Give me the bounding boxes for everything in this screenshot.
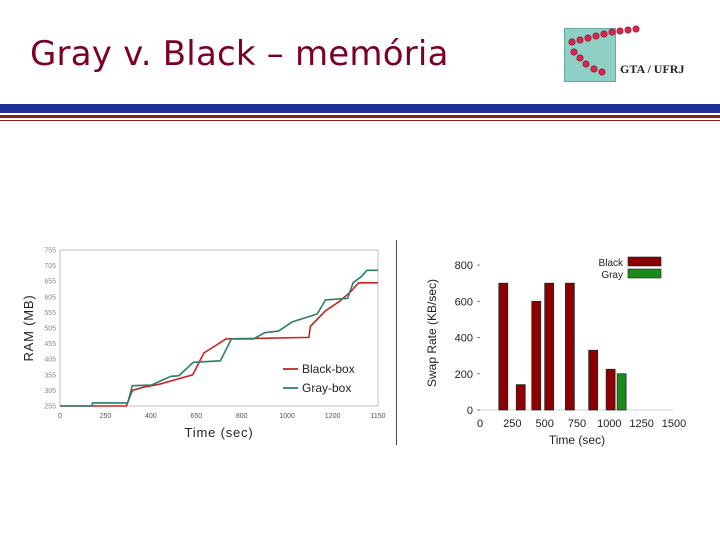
x-tick-label: 0 [477, 418, 483, 430]
y-tick-label: 605 [44, 294, 56, 301]
y-tick-label: 400 [455, 333, 473, 345]
swap-bar-chart: 0 200 400 600 800 0 250 500 750 1000 1250 1500 Time … [425, 256, 686, 447]
x-tick-label: 1500 [662, 418, 686, 430]
header-rule-blue [0, 104, 720, 113]
bar-black [588, 349, 599, 411]
y-tick-label: 455 [44, 341, 56, 348]
gta-ufrj-logo: GTA / UFRJ [558, 22, 688, 84]
chart-divider [396, 240, 397, 445]
bar-black [605, 368, 616, 411]
bar-black [544, 282, 555, 411]
x-tick-label: 1150 [370, 413, 385, 420]
x-tick-label: 650 [190, 413, 202, 420]
y-tick-label: 405 [44, 357, 56, 364]
x-tick-label: 500 [535, 418, 553, 430]
x-tick-label: 250 [100, 413, 112, 420]
logo-text: GTA / UFRJ [620, 62, 685, 76]
bar-black [498, 282, 509, 411]
legend-label-gray: Gray [601, 270, 623, 281]
y-tick-label: 200 [455, 369, 473, 381]
ram-line-chart: 255 305 355 405 455 505 555 605 655 705 755 0 250 400… [21, 248, 386, 441]
x-tick-label: 400 [145, 413, 157, 420]
y-tick-label: 800 [455, 260, 473, 272]
y-tick-label: 555 [44, 310, 56, 317]
x-tick-label: 1250 [629, 418, 653, 430]
logo-dots-icon [568, 25, 640, 76]
y-axis-label: RAM (MB) [21, 294, 36, 361]
y-axis-label: Swap Rate (KB/sec) [425, 279, 439, 387]
legend-label-black: Black [599, 258, 624, 269]
y-tick-label: 505 [44, 326, 56, 333]
y-tick-label: 705 [44, 263, 56, 270]
legend-label-gray-box: Gray-box [302, 381, 351, 395]
bar-black [565, 282, 575, 411]
x-tick-label: 750 [568, 418, 586, 430]
plot-frame [59, 249, 379, 407]
y-tick-label: 755 [44, 248, 56, 255]
x-tick-label: 0 [58, 413, 62, 420]
legend-label-black-box: Black-box [302, 362, 355, 376]
y-tick-label: 655 [44, 279, 56, 286]
legend-swatch-black [627, 256, 662, 267]
bar-gray [616, 373, 627, 411]
x-tick-label: 1000 [597, 418, 621, 430]
x-axis-label: Time (sec) [549, 433, 605, 447]
header-rule-red [0, 115, 720, 118]
bar-black [515, 384, 526, 411]
x-tick-label: 250 [503, 418, 521, 430]
series-line-gray-box [60, 269, 378, 407]
header-rule-red-thin [0, 120, 720, 121]
x-tick-label: 1200 [325, 413, 341, 420]
y-tick-label: 355 [44, 372, 56, 379]
legend-swatch-gray [627, 268, 662, 279]
slide-title: Gray v. Black – memória [30, 34, 449, 74]
y-tick-label: 305 [44, 388, 56, 395]
y-tick-label: 255 [44, 404, 56, 411]
x-tick-label: 1000 [279, 413, 295, 420]
y-tick-label: 0 [467, 405, 473, 417]
x-axis-label: Time (sec) [185, 425, 254, 440]
bar-black [531, 300, 542, 411]
y-tick-label: 600 [455, 296, 473, 308]
x-tick-label: 800 [236, 413, 248, 420]
